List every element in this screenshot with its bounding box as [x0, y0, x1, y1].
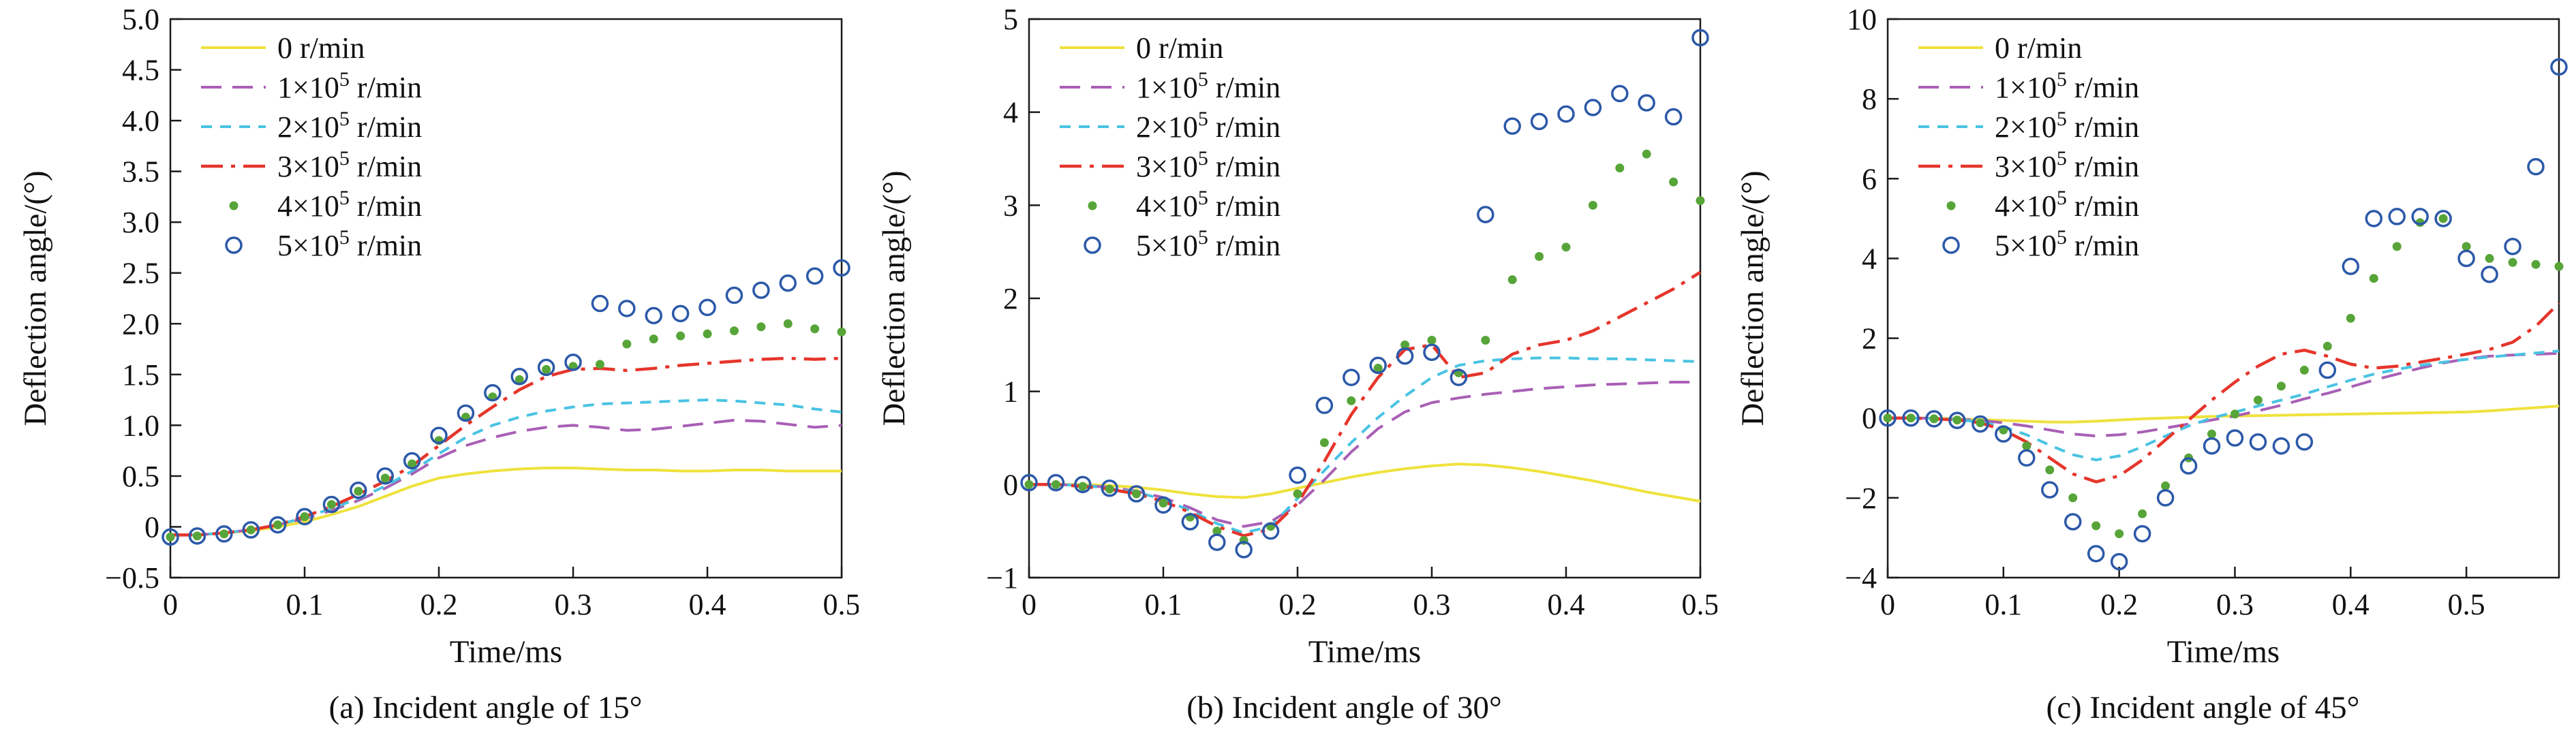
svg-text:0.3: 0.3: [555, 588, 592, 621]
chart-caption-a: (a) Incident angle of 15°: [328, 690, 643, 725]
svg-text:0.4: 0.4: [2332, 588, 2370, 621]
y-axis-label-a: Deflection angle/(°): [18, 170, 53, 426]
svg-text:4×105 r/min: 4×105 r/min: [1995, 187, 2139, 223]
svg-text:0: 0: [1880, 588, 1895, 621]
svg-text:0.4: 0.4: [1548, 588, 1585, 621]
svg-text:3.5: 3.5: [122, 155, 159, 189]
svg-text:5×105 r/min: 5×105 r/min: [1995, 226, 2139, 262]
svg-text:1×105 r/min: 1×105 r/min: [1136, 68, 1281, 104]
svg-text:0.3: 0.3: [2216, 588, 2254, 621]
svg-text:0.1: 0.1: [1145, 588, 1182, 621]
svg-text:0: 0: [144, 510, 159, 544]
svg-text:1: 1: [1003, 375, 1018, 409]
svg-text:5×105 r/min: 5×105 r/min: [277, 226, 422, 262]
y-axis-label-c: Deflection angle/(°): [1735, 170, 1770, 426]
chart-caption-b: (b) Incident angle of 30°: [1186, 690, 1502, 725]
chart-panel-b: 0 0.1 0.2 0.3 0.4 0.5 5 4 3 2 1 0 −1 0 r/min 1×105 r/m…: [859, 0, 1717, 737]
svg-text:2×105 r/min: 2×105 r/min: [277, 108, 422, 144]
svg-text:0 r/min: 0 r/min: [1995, 31, 2082, 65]
chart-panel-c: 0 0.1 0.2 0.3 0.4 0.5 10 8 6 4 2 0 −2 −4 0 r/min 1×105 …: [1717, 0, 2576, 737]
svg-text:0: 0: [163, 588, 178, 621]
svg-text:2.0: 2.0: [122, 307, 159, 341]
svg-text:1×105 r/min: 1×105 r/min: [277, 68, 422, 104]
svg-text:3×105 r/min: 3×105 r/min: [277, 147, 422, 183]
svg-text:−2: −2: [1845, 482, 1877, 515]
svg-text:3×105 r/min: 3×105 r/min: [1995, 147, 2139, 183]
svg-text:3×105 r/min: 3×105 r/min: [1136, 147, 1281, 183]
y-axis-label-b: Deflection angle/(°): [876, 170, 912, 426]
svg-text:1.5: 1.5: [122, 358, 159, 392]
svg-text:5.0: 5.0: [122, 3, 159, 36]
svg-text:2×105 r/min: 2×105 r/min: [1136, 108, 1281, 144]
svg-text:3.0: 3.0: [122, 206, 159, 239]
svg-text:0.1: 0.1: [286, 588, 324, 621]
svg-text:5×105 r/min: 5×105 r/min: [1136, 226, 1281, 262]
svg-text:0.5: 0.5: [823, 588, 859, 621]
svg-text:6: 6: [1862, 162, 1877, 195]
svg-text:0.2: 0.2: [1279, 588, 1317, 621]
x-axis-label-b: Time/ms: [1308, 634, 1422, 670]
svg-text:0.5: 0.5: [1682, 588, 1718, 621]
chart-panel-a: 0 0.1 0.2 0.3 0.4 0.5 5.0 4.5 4.0 3.5 3.0 2.5 2.0 1.5…: [0, 0, 859, 737]
chart-caption-c: (c) Incident angle of 45°: [2046, 690, 2360, 725]
svg-text:4.5: 4.5: [122, 54, 159, 87]
svg-text:0.1: 0.1: [1984, 588, 2022, 621]
svg-text:8: 8: [1862, 82, 1877, 116]
svg-text:2×105 r/min: 2×105 r/min: [1995, 108, 2139, 144]
svg-text:5: 5: [1003, 3, 1018, 36]
svg-text:4×105 r/min: 4×105 r/min: [277, 187, 422, 223]
svg-text:2.5: 2.5: [122, 257, 159, 290]
svg-text:4: 4: [1862, 242, 1877, 275]
svg-text:0 r/min: 0 r/min: [277, 31, 365, 65]
svg-text:4.0: 4.0: [122, 104, 159, 138]
svg-text:0.3: 0.3: [1413, 588, 1451, 621]
svg-text:0: 0: [1003, 468, 1018, 501]
svg-text:3: 3: [1003, 189, 1018, 222]
plot-svg-c: 0 0.1 0.2 0.3 0.4 0.5 10 8 6 4 2 0 −2 −4 0 r/min1×105 …: [1845, 3, 2568, 621]
svg-text:2: 2: [1862, 322, 1877, 356]
svg-text:−1: −1: [986, 561, 1018, 595]
x-axis-label-a: Time/ms: [449, 634, 563, 670]
svg-text:10: 10: [1847, 3, 1877, 36]
svg-text:0.2: 0.2: [420, 588, 458, 621]
plot-svg-a: 0 0.1 0.2 0.3 0.4 0.5 5.0 4.5 4.0 3.5 3.0 2.5 2.0 1.5…: [105, 3, 859, 621]
svg-text:0.5: 0.5: [122, 460, 159, 493]
svg-text:4×105 r/min: 4×105 r/min: [1136, 187, 1281, 223]
svg-text:0.5: 0.5: [2448, 588, 2485, 621]
svg-text:1.0: 1.0: [122, 409, 159, 442]
svg-text:0 r/min: 0 r/min: [1136, 31, 1223, 65]
svg-text:1×105 r/min: 1×105 r/min: [1995, 68, 2139, 104]
svg-text:0.2: 0.2: [2100, 588, 2138, 621]
svg-text:4: 4: [1003, 96, 1018, 129]
svg-text:0: 0: [1862, 402, 1877, 435]
svg-text:0.4: 0.4: [689, 588, 726, 621]
svg-text:0: 0: [1022, 588, 1037, 621]
svg-text:−4: −4: [1845, 561, 1877, 595]
x-axis-label-c: Time/ms: [2166, 634, 2280, 670]
svg-text:2: 2: [1003, 282, 1018, 315]
svg-text:−0.5: −0.5: [105, 561, 159, 595]
